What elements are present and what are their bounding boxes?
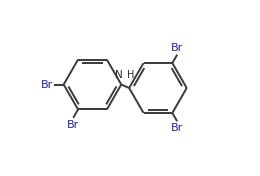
Text: Br: Br <box>41 80 53 90</box>
Text: Br: Br <box>171 123 183 133</box>
Text: N: N <box>115 70 122 80</box>
Text: H: H <box>127 70 134 80</box>
Text: Br: Br <box>171 43 183 53</box>
Text: Br: Br <box>67 120 79 130</box>
